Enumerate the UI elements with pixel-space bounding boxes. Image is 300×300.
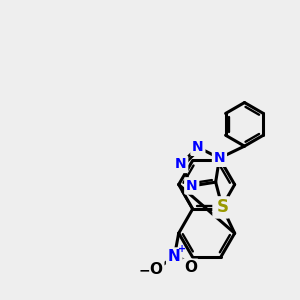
Text: N: N	[192, 140, 204, 154]
Text: O: O	[149, 262, 163, 277]
Text: N: N	[186, 179, 197, 193]
Text: O: O	[184, 260, 197, 275]
Text: N: N	[175, 157, 187, 171]
Text: N: N	[214, 151, 225, 165]
Text: N: N	[214, 201, 227, 216]
Text: −: −	[139, 264, 150, 278]
Text: S: S	[216, 198, 228, 216]
Text: +: +	[178, 244, 187, 254]
Text: N: N	[168, 249, 181, 264]
